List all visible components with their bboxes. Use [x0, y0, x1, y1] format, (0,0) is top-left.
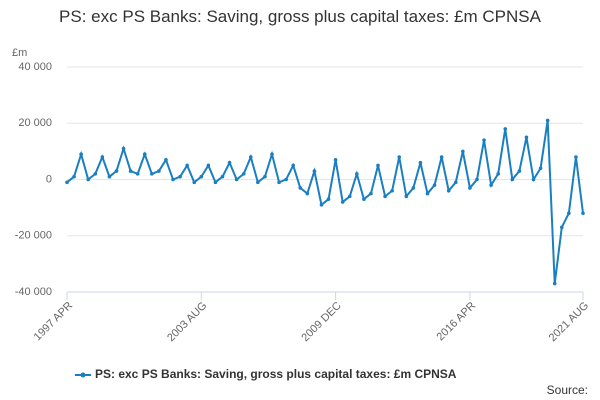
point — [517, 169, 522, 173]
point — [425, 191, 430, 196]
point — [390, 188, 394, 193]
x-tick-label: 2016 APR — [435, 300, 479, 344]
point — [157, 169, 161, 173]
series-line — [66, 120, 584, 284]
point — [369, 191, 373, 196]
point — [496, 172, 500, 176]
point — [227, 160, 232, 165]
point — [206, 163, 211, 168]
point — [475, 177, 479, 182]
point — [270, 152, 274, 156]
point — [79, 152, 83, 156]
point — [164, 158, 168, 162]
point — [355, 172, 359, 176]
point — [468, 186, 472, 190]
point — [333, 158, 338, 162]
point — [581, 211, 585, 216]
point — [277, 180, 281, 185]
point — [128, 169, 133, 173]
point — [291, 163, 295, 168]
point — [453, 180, 458, 185]
point — [461, 149, 465, 154]
point — [567, 211, 571, 216]
point — [545, 118, 550, 123]
point — [185, 163, 189, 168]
point — [559, 225, 564, 230]
point — [397, 155, 402, 159]
point — [213, 180, 218, 185]
point — [220, 174, 225, 179]
point — [100, 155, 105, 159]
point — [256, 180, 260, 185]
point — [192, 180, 197, 185]
point — [305, 191, 310, 196]
point — [65, 180, 69, 185]
point — [383, 194, 387, 199]
point — [362, 197, 366, 201]
legend-label: PS: exc PS Banks: Saving, gross plus cap… — [95, 367, 457, 381]
point — [503, 127, 508, 131]
x-tick-label: 2021 AUG — [547, 300, 591, 344]
point — [298, 186, 303, 190]
x-tick-label: 2009 DEC — [299, 300, 343, 344]
point — [319, 203, 324, 207]
point — [439, 155, 444, 159]
point — [404, 194, 409, 199]
point — [135, 172, 140, 176]
y-tick-label: 40 000 — [18, 61, 52, 73]
point — [326, 197, 331, 201]
point — [376, 163, 380, 168]
point — [489, 183, 493, 187]
point — [312, 169, 317, 173]
point — [248, 155, 253, 159]
y-tick-label: 20 000 — [18, 117, 52, 129]
point — [150, 172, 154, 176]
point — [538, 166, 543, 171]
y-tick-label: -20 000 — [15, 230, 52, 242]
point — [482, 138, 486, 142]
point — [171, 177, 175, 182]
point — [432, 183, 437, 187]
point — [531, 177, 536, 182]
chart-title: PS: exc PS Banks: Saving, gross plus cap… — [59, 7, 541, 26]
point — [199, 174, 204, 179]
y-tick-label: 0 — [46, 173, 52, 185]
point — [510, 177, 515, 182]
y-tick-label: -40 000 — [15, 286, 52, 298]
point — [524, 135, 529, 140]
point — [347, 194, 352, 199]
point — [121, 146, 126, 151]
point — [340, 200, 345, 204]
point — [114, 169, 119, 173]
point — [107, 174, 112, 179]
source: Source: — [547, 383, 588, 397]
point — [234, 177, 239, 182]
point — [574, 155, 578, 159]
point — [86, 177, 91, 182]
point — [263, 174, 267, 179]
legend-marker — [80, 372, 86, 378]
point — [411, 186, 416, 190]
point — [241, 172, 246, 176]
x-tick-label: 2003 AUG — [165, 300, 209, 344]
point — [142, 152, 147, 156]
x-tick-label: 1997 APR — [32, 300, 76, 344]
point — [446, 188, 451, 193]
y-unit: £m — [12, 47, 27, 59]
point — [284, 177, 288, 182]
point — [178, 174, 182, 179]
point — [552, 281, 557, 286]
point — [93, 172, 98, 176]
point — [418, 160, 423, 165]
point — [72, 174, 76, 179]
